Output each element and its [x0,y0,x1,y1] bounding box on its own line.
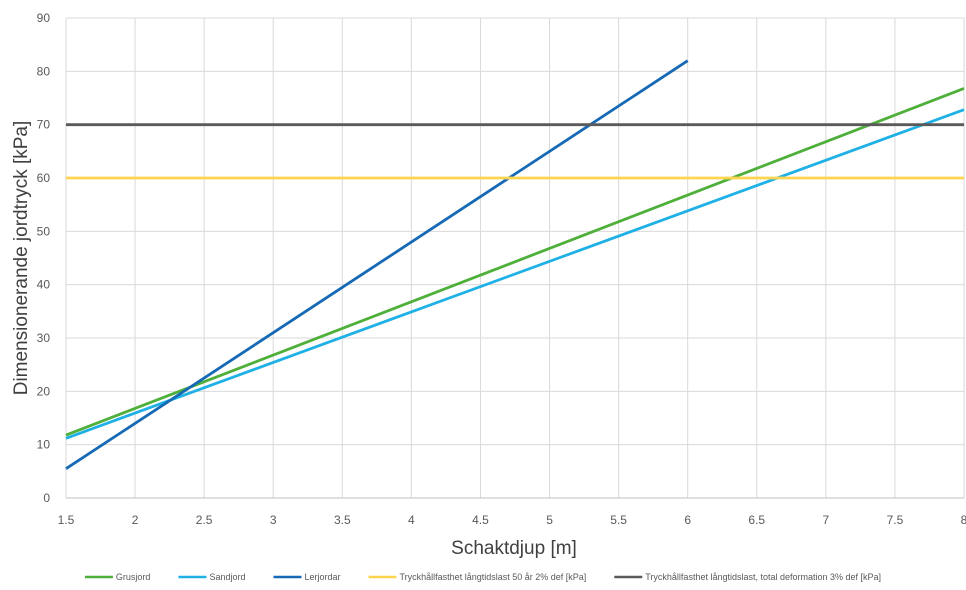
x-tick-label: 2 [132,513,139,527]
legend-item: Tryckhållfasthet långtidslast, total def… [614,572,881,582]
legend-label: Grusjord [116,572,151,582]
legend-item: Lerjordar [273,572,341,582]
x-tick-label: 3 [270,513,277,527]
y-tick-label: 20 [37,384,51,398]
x-tick-label: 7.5 [887,513,904,527]
y-tick-label: 70 [37,118,51,132]
x-tick-label: 4 [408,513,415,527]
legend-label: Lerjordar [304,572,340,582]
x-tick-label: 8 [961,513,966,527]
axes [65,18,964,499]
x-tick-label: 6.5 [748,513,765,527]
x-tick-label: 3.5 [334,513,351,527]
legend-item: Sandjord [178,572,245,582]
x-tick-label: 5.5 [610,513,627,527]
x-axis-title: Schaktdjup [m] [451,538,577,559]
legend-label: Sandjord [209,572,245,582]
x-tick-label: 1.5 [58,513,75,527]
legend-label: Tryckhållfasthet långtidslast 50 år 2% d… [400,572,587,582]
y-axis-title: Dimensionerande jordtryck [kPa] [11,121,32,396]
x-tick-label: 4.5 [472,513,489,527]
y-tick-label: 0 [43,491,50,505]
x-tick-label: 7 [823,513,830,527]
y-tick-label: 40 [37,278,51,292]
y-tick-label: 10 [37,438,51,452]
series-line-3 [65,59,689,470]
legend: Grusjord Sandjord Lerjordar Tryckhållfasthe… [84,572,881,582]
y-tick-label: 80 [37,64,51,78]
tick-labels: 0 10 20 30 40 50 60 70 80 90 1.5 2 2.5 3 3.5 4 4.5 5 5.5 6 6… [37,11,966,527]
series-line-2 [65,108,965,440]
series-lines [65,59,965,470]
x-tick-label: 2.5 [196,513,213,527]
legend-label: Tryckhållfasthet långtidslast, total def… [645,572,881,582]
x-tick-label: 5 [546,513,553,527]
y-tick-label: 30 [37,331,51,345]
legend-item: Tryckhållfasthet långtidslast 50 år 2% d… [368,572,587,582]
y-tick-label: 90 [37,11,51,25]
legend-item: Grusjord [84,572,151,582]
y-tick-label: 60 [37,171,51,185]
series-line-1 [65,87,965,437]
y-tick-label: 50 [37,224,51,238]
x-tick-label: 6 [684,513,691,527]
gridlines [66,17,965,498]
